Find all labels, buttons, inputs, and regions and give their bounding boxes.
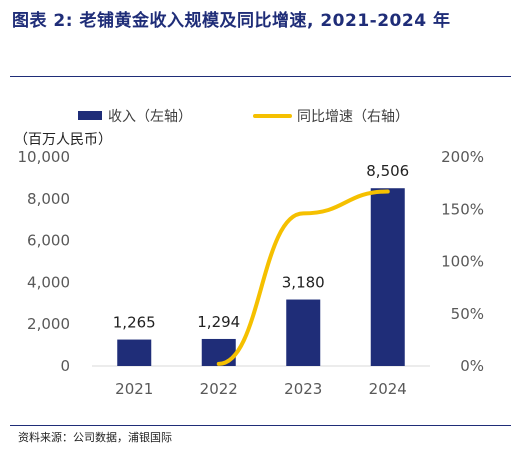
right-tick-label: 0% (460, 357, 484, 375)
revenue-data-label: 1,294 (197, 313, 240, 331)
source-divider (10, 425, 511, 426)
legend-swatch-revenue (78, 111, 102, 120)
x-tick-label: 2022 (200, 380, 238, 398)
right-tick-label: 150% (441, 200, 484, 218)
source-note: 资料来源：公司数据，浦银国际 (18, 431, 172, 444)
growth-line-series (216, 189, 390, 366)
right-tick-label: 50% (451, 305, 484, 323)
revenue-bars (117, 188, 405, 366)
growth-line-path (216, 189, 390, 366)
x-axis-ticks: 2021 2022 2023 2024 (115, 380, 407, 398)
right-tick-label: 100% (441, 253, 484, 271)
legend-label-growth: 同比增速（右轴） (297, 109, 409, 125)
chart-legend: 收入（左轴） 同比增速（右轴） (78, 109, 409, 125)
revenue-bar (117, 339, 152, 366)
revenue-bar (370, 188, 405, 366)
x-tick-label: 2021 (115, 380, 153, 398)
right-axis-ticks: 0% 50% 100% 150% 200% (441, 148, 484, 375)
left-axis-ticks: 0 2,000 4,000 6,000 8,000 10,000 (18, 148, 71, 375)
x-tick-label: 2023 (284, 380, 322, 398)
title-divider (10, 76, 511, 77)
x-tick-label: 2024 (369, 380, 407, 398)
revenue-data-label: 1,265 (113, 314, 156, 332)
left-tick-label: 6,000 (27, 232, 70, 250)
revenue-data-labels: 1,265 1,294 3,180 8,506 (113, 162, 409, 331)
left-tick-label: 0 (60, 357, 70, 375)
left-tick-label: 4,000 (27, 273, 70, 291)
left-tick-label: 10,000 (18, 148, 71, 166)
figure-title: 图表 2: 老铺黄金收入规模及同比增速, 2021-2024 年 (12, 11, 451, 31)
revenue-bar (286, 299, 321, 366)
right-tick-label: 200% (441, 148, 484, 166)
legend-label-revenue: 收入（左轴） (108, 109, 192, 125)
revenue-data-label: 3,180 (282, 274, 325, 292)
revenue-data-label: 8,506 (366, 162, 409, 180)
left-tick-label: 8,000 (27, 190, 70, 208)
left-axis-unit-label: （百万人民币） (14, 132, 112, 148)
left-tick-label: 2,000 (27, 315, 70, 333)
